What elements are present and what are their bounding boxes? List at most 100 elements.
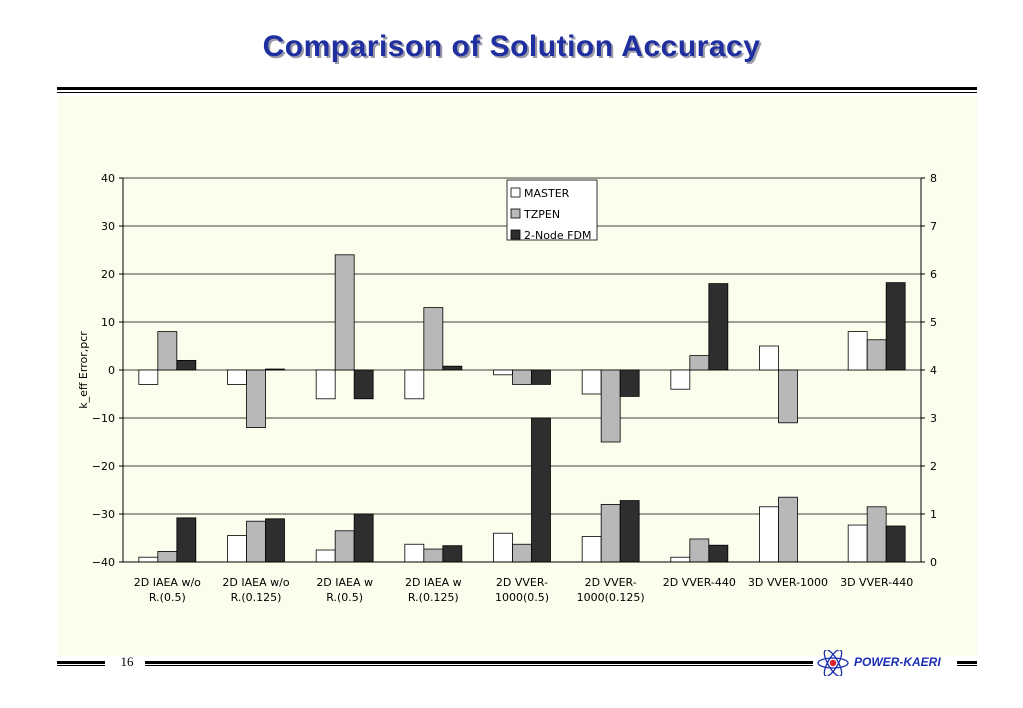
y-tick-label: 0 xyxy=(108,364,115,377)
y2-tick-label: 0 xyxy=(930,556,937,569)
x-tick-label: R.(0.5) xyxy=(326,591,363,604)
power-bar-master xyxy=(493,532,513,563)
keff-bar-tzpen xyxy=(512,369,532,385)
power-bar-master xyxy=(315,549,336,563)
power-bar-tzpen xyxy=(689,538,710,563)
keff-bar-master xyxy=(581,369,602,395)
y2-tick-label: 2 xyxy=(930,460,937,473)
logo-text: POWER-KAERI xyxy=(854,655,941,669)
keff-bar-master xyxy=(138,369,159,385)
keff-bar-2-node-fdm xyxy=(353,369,374,400)
keff-bar-tzpen xyxy=(778,369,798,424)
power-bar-tzpen xyxy=(157,551,178,563)
legend-swatch xyxy=(510,187,521,198)
power-bar-master xyxy=(759,506,779,563)
x-tick-label: R.(0.125) xyxy=(408,591,459,604)
footer-line-middle-thin xyxy=(145,665,813,666)
power-bar-2-node-fdm xyxy=(708,544,729,563)
y-tick-label: −10 xyxy=(92,412,115,425)
legend-entry: 2-Node FDM xyxy=(524,229,591,242)
y2-tick-label: 6 xyxy=(930,268,937,281)
x-tick-label: 3D VVER-440 xyxy=(840,576,913,589)
power-bar-tzpen xyxy=(246,520,266,563)
x-tick-label: R.(0.5) xyxy=(149,591,186,604)
power-bar-2-node-fdm xyxy=(353,513,374,563)
keff-bar-tzpen xyxy=(423,307,444,371)
power-bar-master xyxy=(670,556,691,563)
legend-entry: TZPEN xyxy=(523,208,560,221)
power-bar-tzpen xyxy=(778,496,798,563)
power-bar-2-node-fdm xyxy=(885,525,906,563)
power-bar-tzpen xyxy=(423,548,444,563)
power-bar-tzpen xyxy=(334,530,355,563)
power-bar-tzpen xyxy=(512,543,532,563)
power-bar-2-node-fdm xyxy=(265,518,285,563)
y2-tick-label: 8 xyxy=(930,172,937,185)
footer-line-middle xyxy=(145,661,813,664)
y-tick-label: 30 xyxy=(101,220,115,233)
x-tick-label: 2D IAEA w/o xyxy=(222,576,289,589)
legend-swatch xyxy=(510,229,521,240)
y2-tick-label: 7 xyxy=(930,220,937,233)
power-bar-tzpen xyxy=(600,503,621,563)
title-divider-thick xyxy=(57,87,977,90)
power-bar-master xyxy=(847,524,868,563)
keff-bar-tzpen xyxy=(689,355,710,371)
page-number: 16 xyxy=(120,654,134,669)
footer-line-left-thin xyxy=(57,665,105,666)
y-tick-label: −20 xyxy=(92,460,115,473)
x-tick-label: 1000(0.125) xyxy=(577,591,645,604)
x-tick-label: 2D VVER- xyxy=(496,576,548,589)
footer-line-right-thin xyxy=(957,665,977,666)
title-divider-thin xyxy=(57,92,977,93)
keff-bar-tzpen xyxy=(600,369,621,443)
keff-bar-2-node-fdm xyxy=(442,365,463,371)
legend-swatch xyxy=(510,208,521,219)
keff-bar-tzpen xyxy=(157,331,178,371)
keff-bar-2-node-fdm xyxy=(531,369,551,385)
keff-bar-master xyxy=(759,345,779,371)
y2-tick-label: 5 xyxy=(930,316,937,329)
x-tick-label: 2D IAEA w xyxy=(316,576,373,589)
y-tick-label: 40 xyxy=(101,172,115,185)
power-bar-tzpen xyxy=(866,506,887,563)
y2-tick-label: 1 xyxy=(930,508,937,521)
footer-line-right xyxy=(957,661,977,664)
keff-bar-master xyxy=(670,369,691,390)
keff-bar-2-node-fdm xyxy=(885,282,906,371)
keff-bar-tzpen xyxy=(866,339,887,371)
power-bar-master xyxy=(227,535,247,563)
x-tick-label: 3D VVER-1000 xyxy=(748,576,828,589)
power-bar-master xyxy=(581,536,602,563)
legend-entry: MASTER xyxy=(524,187,570,200)
y-tick-label: −30 xyxy=(92,508,115,521)
power-bar-2-node-fdm xyxy=(531,417,551,563)
power-bar-2-node-fdm xyxy=(619,500,640,563)
x-tick-label: 1000(0.5) xyxy=(495,591,549,604)
keff-bar-master xyxy=(847,331,868,371)
keff-bar-2-node-fdm xyxy=(619,369,640,397)
y-axis-title: k_eff Error,pcr xyxy=(77,331,90,409)
keff-bar-2-node-fdm xyxy=(708,283,729,371)
x-tick-label: R.(0.125) xyxy=(231,591,282,604)
bar-marks xyxy=(138,254,906,563)
keff-bar-master xyxy=(315,369,336,400)
x-tick-label: 2D IAEA w xyxy=(405,576,462,589)
x-tick-label: 2D VVER- xyxy=(585,576,637,589)
x-tick-label: 2D IAEA w/o xyxy=(134,576,201,589)
atom-logo-icon xyxy=(817,650,849,676)
y2-tick-label: 4 xyxy=(930,364,937,377)
keff-bar-2-node-fdm xyxy=(176,359,197,371)
y-tick-label: 20 xyxy=(101,268,115,281)
y-tick-label: −40 xyxy=(92,556,115,569)
slide-title: Comparison of Solution Accuracy xyxy=(262,30,761,63)
y2-axis-title: Max. Node Power Error,% xyxy=(945,274,958,413)
legend: MASTER TZPEN 2-Node FDM xyxy=(506,179,598,242)
chart-area: 40 30 20 10 0 −10 −20 −30 −40 8 7 6 5 4 3 2 1 0 2D IAEA w/… xyxy=(57,96,977,656)
keff-bar-2-node-fdm xyxy=(265,368,285,371)
keff-bar-tzpen xyxy=(334,254,355,371)
x-tick-label: 2D VVER-440 xyxy=(663,576,736,589)
power-bar-2-node-fdm xyxy=(442,545,463,563)
